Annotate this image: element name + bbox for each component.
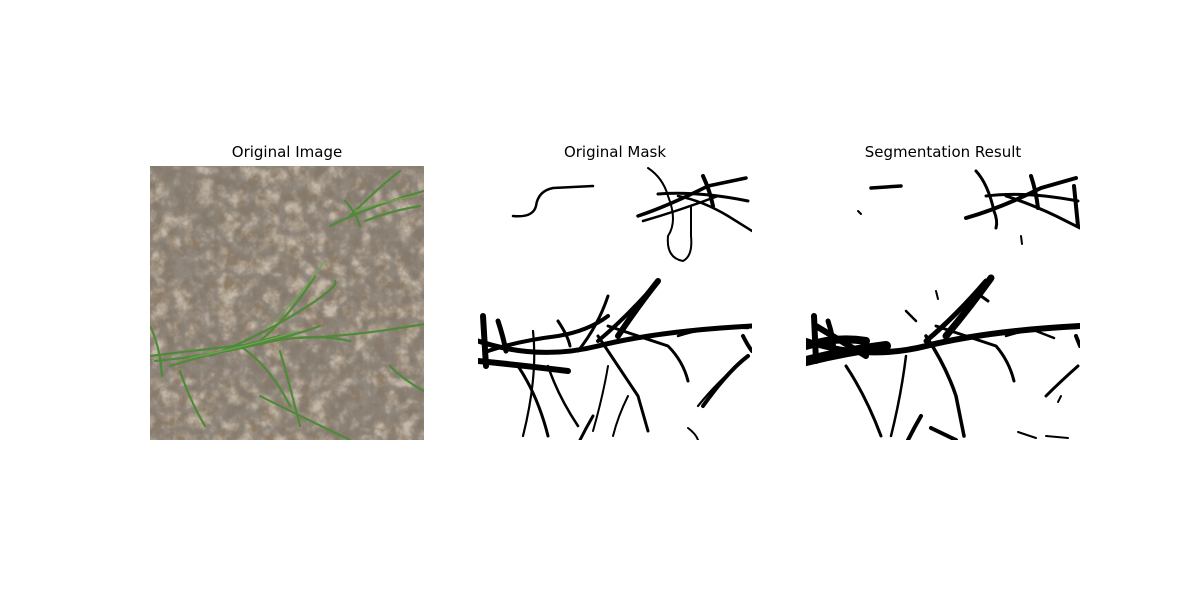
original-image	[150, 166, 424, 440]
segmentation-result	[806, 166, 1080, 440]
panel-title-original-image: Original Image	[150, 143, 424, 161]
original-mask	[478, 166, 752, 440]
panel-title-segmentation-result: Segmentation Result	[806, 143, 1080, 161]
panel-title-original-mask: Original Mask	[478, 143, 752, 161]
